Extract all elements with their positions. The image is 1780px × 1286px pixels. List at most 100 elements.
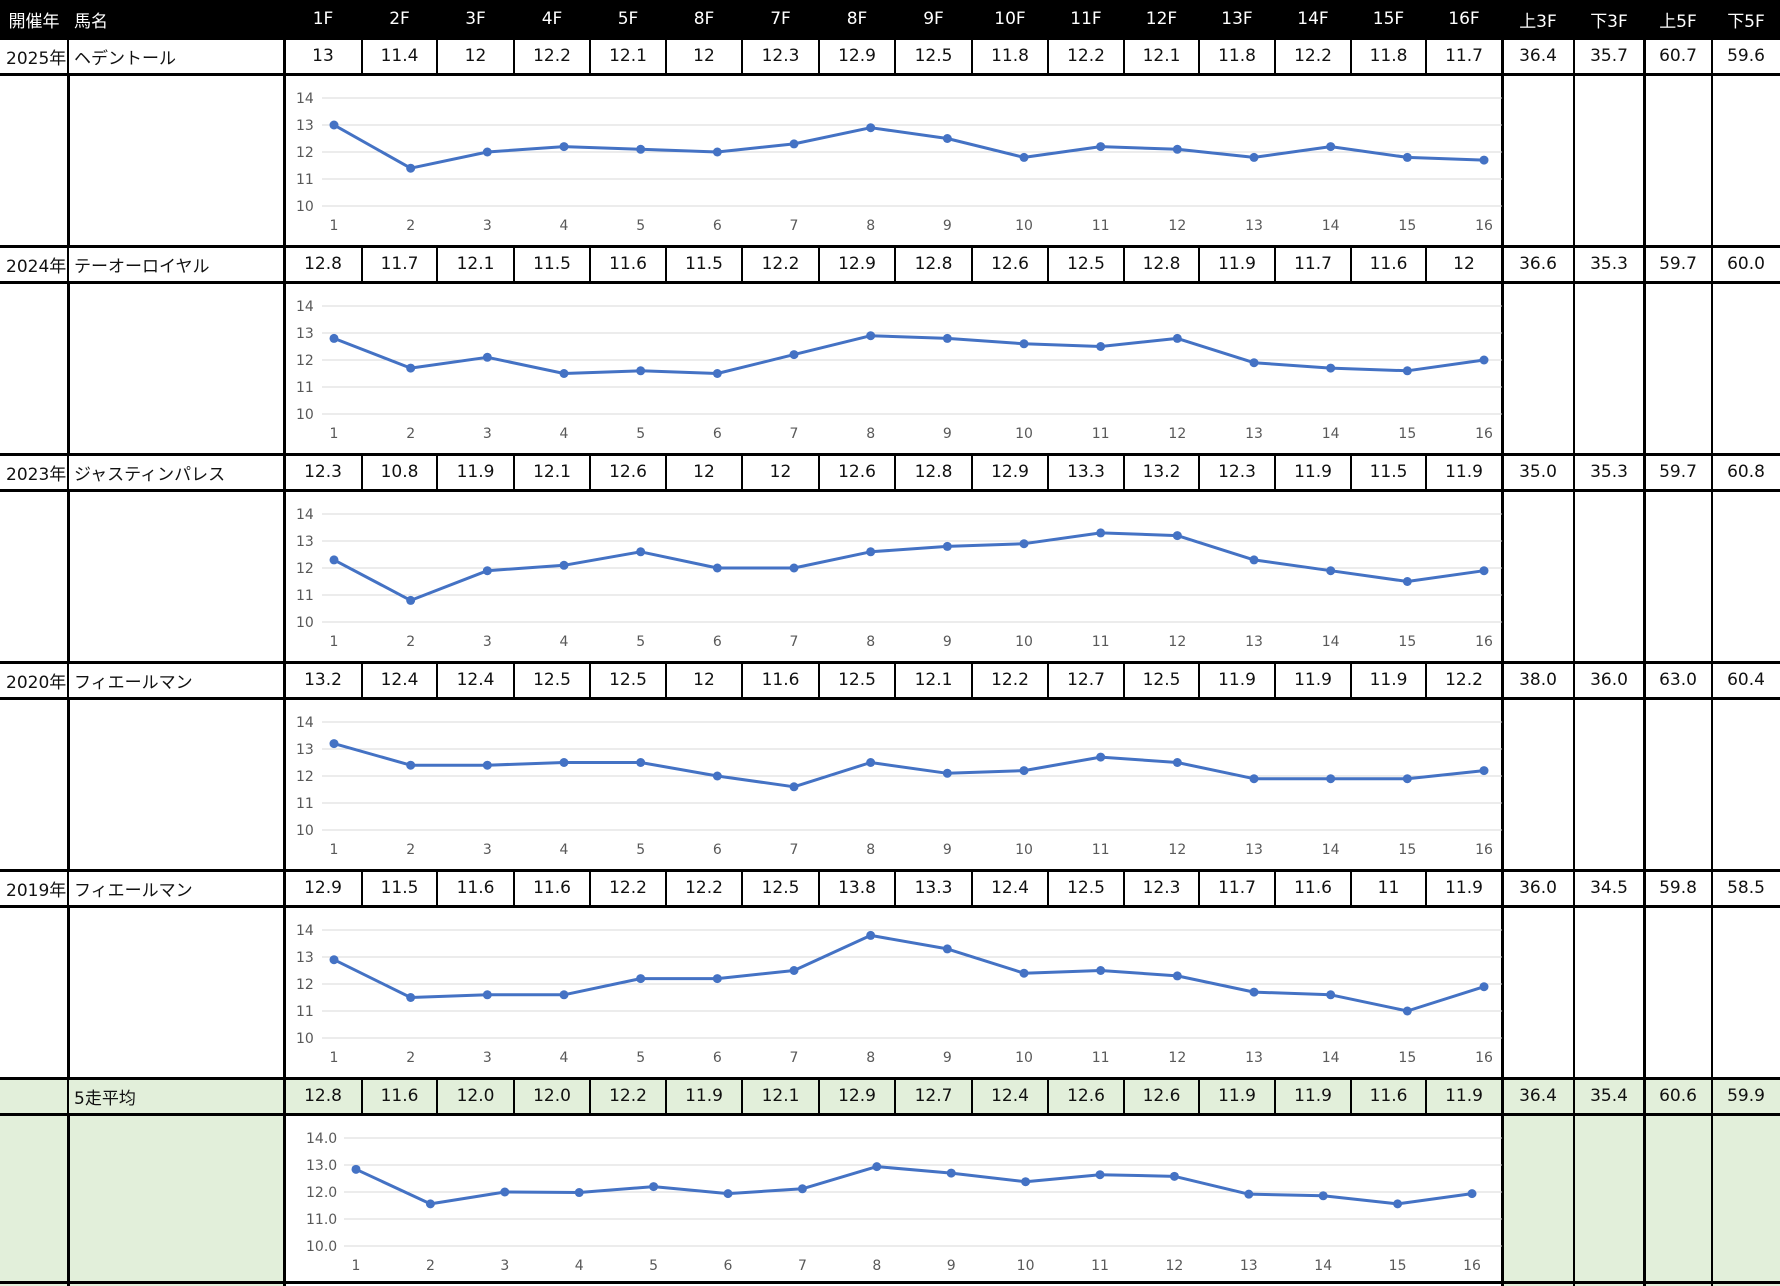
lap-cell[interactable]: 11.9: [1426, 1078, 1502, 1114]
lap-cell[interactable]: 12.9: [838, 46, 876, 66]
summary-cell[interactable]: 38.0: [1519, 670, 1557, 690]
lap-cell[interactable]: 12.8: [914, 462, 953, 482]
lap-cell[interactable]: 12.5: [609, 670, 647, 690]
summary-cell[interactable]: 59.6: [1727, 46, 1765, 66]
lap-cell[interactable]: 12.1: [742, 1078, 819, 1114]
lap-cell[interactable]: 12.1: [914, 670, 953, 690]
lap-cell[interactable]: 11.9: [1294, 462, 1332, 482]
lap-cell[interactable]: 11.6: [609, 254, 647, 274]
lap-cell[interactable]: 12.5: [1142, 670, 1181, 690]
year-cell[interactable]: 2025年: [6, 48, 67, 69]
year-cell[interactable]: 2020年: [6, 672, 67, 693]
lap-cell[interactable]: 12.6: [991, 254, 1029, 274]
lap-cell[interactable]: 12.1: [609, 46, 647, 66]
lap-cell[interactable]: 12.6: [1124, 1078, 1199, 1114]
lap-cell[interactable]: 12: [769, 462, 792, 482]
horse-name-cell[interactable]: ヘデントール: [74, 48, 176, 69]
lap-cell[interactable]: 11.5: [685, 254, 723, 274]
summary-cell[interactable]: 60.8: [1727, 462, 1765, 482]
lap-cell[interactable]: 12.5: [533, 670, 571, 690]
lap-cell[interactable]: 12.2: [1445, 670, 1483, 690]
horse-name-cell[interactable]: 5走平均: [68, 1078, 284, 1114]
lap-cell[interactable]: 12.2: [1067, 46, 1105, 66]
lap-cell[interactable]: 13.2: [304, 670, 342, 690]
lap-cell[interactable]: 10.8: [380, 462, 419, 482]
lap-cell[interactable]: 11: [1377, 878, 1400, 898]
summary-cell[interactable]: 58.5: [1727, 878, 1765, 898]
summary-cell[interactable]: 63.0: [1659, 670, 1697, 690]
lap-cell[interactable]: 11.6: [1369, 254, 1408, 274]
lap-cell[interactable]: 12: [1453, 254, 1475, 274]
lap-cell[interactable]: 11.7: [1218, 878, 1256, 898]
horse-name-cell[interactable]: ジャスティンパレス: [74, 464, 226, 485]
summary-cell[interactable]: 59.7: [1659, 462, 1697, 482]
lap-cell[interactable]: 12.6: [838, 462, 876, 482]
lap-cell[interactable]: 11.9: [1369, 670, 1408, 690]
lap-cell[interactable]: 11.6: [761, 670, 800, 690]
lap-cell[interactable]: 12.6: [609, 462, 647, 482]
lap-cell[interactable]: 11.7: [380, 254, 419, 274]
lap-cell[interactable]: 12.2: [609, 878, 647, 898]
year-cell[interactable]: 2019年: [6, 880, 67, 901]
lap-cell[interactable]: 11.9: [1275, 1078, 1351, 1114]
lap-cell[interactable]: 12.4: [991, 878, 1029, 898]
lap-cell[interactable]: 13.8: [838, 878, 876, 898]
lap-cell[interactable]: 12: [693, 46, 715, 66]
lap-cell[interactable]: 11.8: [1218, 46, 1256, 66]
horse-name-cell[interactable]: フィエールマン: [74, 880, 193, 901]
horse-name-cell[interactable]: フィエールマン: [74, 672, 193, 693]
lap-cell[interactable]: 12.7: [895, 1078, 972, 1114]
lap-cell[interactable]: 12.1: [533, 462, 571, 482]
lap-cell[interactable]: 12.8: [284, 1078, 362, 1114]
lap-cell[interactable]: 12.8: [1142, 254, 1181, 274]
lap-cell[interactable]: 12.3: [304, 462, 342, 482]
lap-cell[interactable]: 12.1: [1142, 46, 1181, 66]
lap-cell[interactable]: 13.3: [914, 878, 953, 898]
lap-cell[interactable]: 11.6: [1351, 1078, 1426, 1114]
lap-cell[interactable]: 12.5: [1067, 254, 1105, 274]
lap-cell[interactable]: 12.5: [761, 878, 800, 898]
lap-cell[interactable]: 11.7: [1294, 254, 1332, 274]
lap-cell[interactable]: 11.6: [456, 878, 495, 898]
summary-cell[interactable]: 36.6: [1519, 254, 1557, 274]
lap-cell[interactable]: 11.9: [1218, 254, 1256, 274]
lap-cell[interactable]: 13.2: [1142, 462, 1181, 482]
lap-cell[interactable]: 12: [464, 46, 487, 66]
lap-cell[interactable]: 11.5: [533, 254, 571, 274]
summary-cell[interactable]: 59.8: [1659, 878, 1697, 898]
lap-cell[interactable]: 12: [693, 462, 715, 482]
lap-cell[interactable]: 12.0: [514, 1078, 590, 1114]
lap-cell[interactable]: 11.5: [380, 878, 419, 898]
lap-cell[interactable]: 12.9: [838, 254, 876, 274]
lap-cell[interactable]: 12.5: [914, 46, 953, 66]
lap-cell[interactable]: 11.6: [533, 878, 571, 898]
summary-cell[interactable]: 59.9: [1712, 1078, 1780, 1114]
summary-cell[interactable]: 35.7: [1590, 46, 1628, 66]
lap-cell[interactable]: 12.4: [456, 670, 495, 690]
lap-cell[interactable]: 11.9: [1445, 462, 1483, 482]
horse-name-cell[interactable]: テーオーロイヤル: [74, 256, 210, 277]
summary-cell[interactable]: 35.0: [1519, 462, 1557, 482]
summary-cell[interactable]: 60.6: [1644, 1078, 1712, 1114]
lap-cell[interactable]: 12.2: [685, 878, 723, 898]
lap-cell[interactable]: 12.8: [304, 254, 342, 274]
lap-cell[interactable]: 12.2: [761, 254, 800, 274]
lap-cell[interactable]: 11.4: [380, 46, 419, 66]
lap-cell[interactable]: 12.4: [380, 670, 419, 690]
lap-cell[interactable]: 12.2: [991, 670, 1029, 690]
lap-cell[interactable]: 12.9: [304, 878, 342, 898]
lap-cell[interactable]: 12.2: [1294, 46, 1332, 66]
lap-cell[interactable]: 12.5: [838, 670, 876, 690]
summary-cell[interactable]: 35.3: [1590, 462, 1628, 482]
lap-cell[interactable]: 12.2: [590, 1078, 666, 1114]
lap-cell[interactable]: 11.9: [456, 462, 495, 482]
lap-cell[interactable]: 11.9: [666, 1078, 742, 1114]
summary-cell[interactable]: 35.4: [1574, 1078, 1644, 1114]
lap-cell[interactable]: 12.9: [819, 1078, 895, 1114]
lap-cell[interactable]: 11.9: [1218, 670, 1256, 690]
lap-cell[interactable]: 11.6: [1294, 878, 1332, 898]
lap-cell[interactable]: 11.7: [1445, 46, 1483, 66]
lap-cell[interactable]: 12.4: [972, 1078, 1048, 1114]
lap-cell[interactable]: 11.9: [1445, 878, 1483, 898]
summary-cell[interactable]: 34.5: [1590, 878, 1628, 898]
